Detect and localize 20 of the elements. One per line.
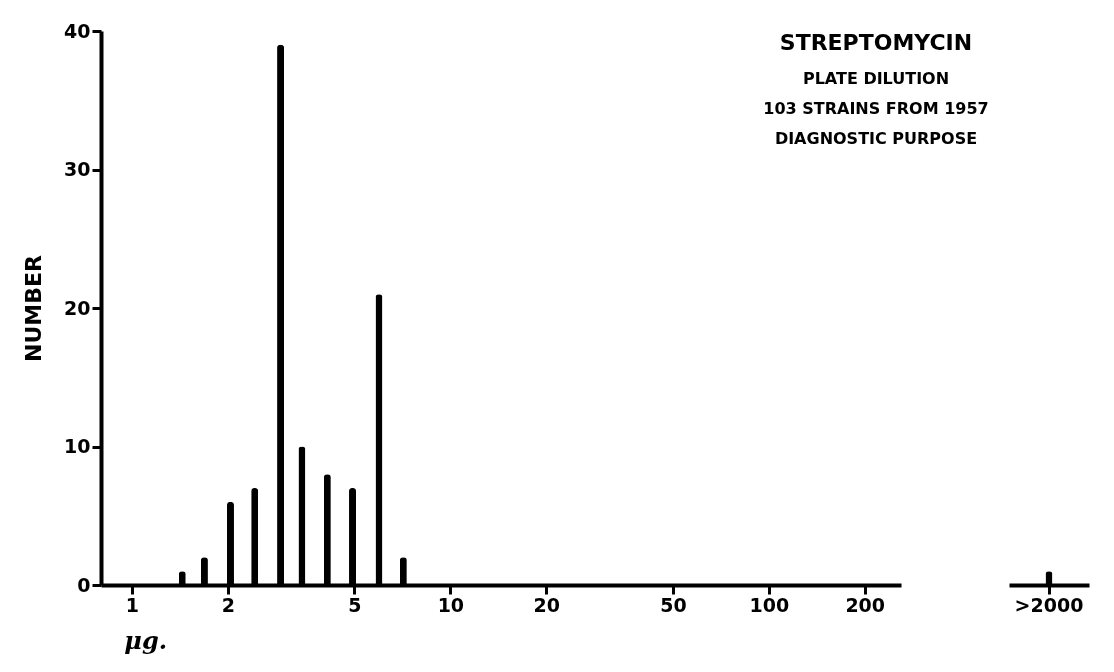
annotation: DIAGNOSTIC PURPOSE [774, 129, 978, 148]
y-tick-label: 30 [64, 158, 91, 180]
chart-title: STREPTOMYCIN [779, 30, 973, 55]
annotation: PLATE DILUTION [802, 69, 950, 88]
x-axis-title: μg. [124, 625, 168, 655]
x-tick-label: 5 [348, 593, 362, 616]
y-tick-label: 20 [64, 296, 91, 319]
x-tick-label: >2000 [1014, 593, 1084, 616]
x-tick-label: 50 [660, 593, 687, 616]
x-tick-label: 1 [125, 593, 139, 616]
y-axis-title: NUMBER [21, 254, 47, 362]
x-tick-label: 20 [533, 593, 560, 616]
y-tick-label: 10 [64, 435, 91, 457]
y-tick-label: 0 [77, 573, 91, 596]
x-tick-label: 2 [221, 593, 235, 616]
x-tick-label: 100 [749, 593, 790, 616]
annotation: 103 STRAINS FROM 1957 [763, 99, 989, 118]
x-tick-label: 200 [845, 593, 886, 616]
x-tick-label: 10 [437, 593, 465, 616]
y-tick-label: 40 [64, 19, 91, 42]
